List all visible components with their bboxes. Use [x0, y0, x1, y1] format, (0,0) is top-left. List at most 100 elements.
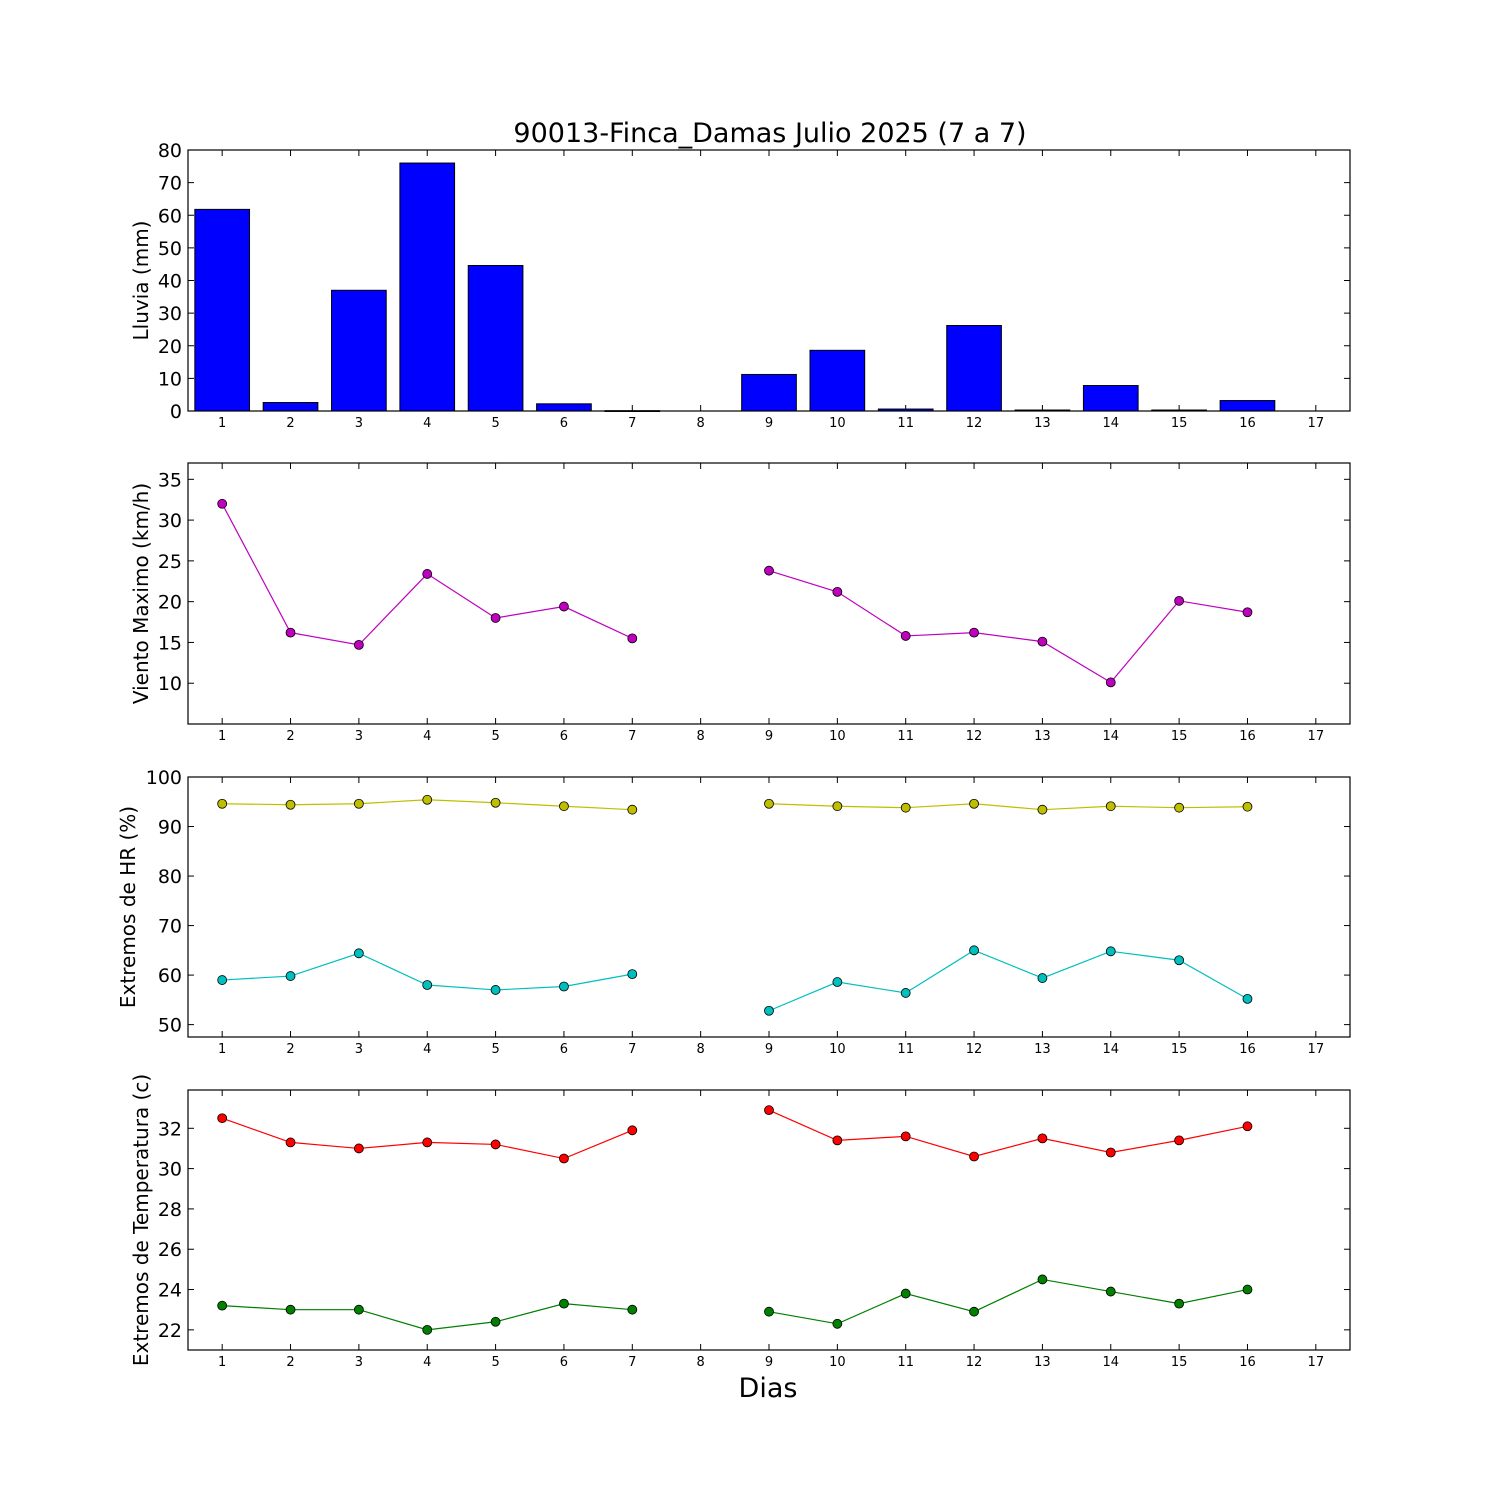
x-tick-label: 13: [1034, 1042, 1051, 1057]
x-tick-label: 1: [218, 1355, 226, 1370]
x-tick-label: 2: [286, 416, 294, 431]
data-point: [1105, 1147, 1116, 1158]
y-tick-label: 30: [158, 303, 182, 325]
x-tick-label: 12: [966, 1355, 983, 1370]
data-point: [1174, 1298, 1185, 1309]
x-tick-label: 9: [765, 729, 773, 744]
series-line: [768, 1278, 1248, 1325]
y-tick-label: 20: [158, 592, 182, 614]
y-tick-label: 26: [158, 1239, 182, 1261]
series-1: [194, 162, 1276, 412]
x-tick-label: 13: [1034, 1355, 1051, 1370]
data-point: [764, 1306, 774, 1317]
x-tick-label: 14: [1102, 729, 1119, 744]
y-tick-label: 35: [158, 469, 182, 491]
data-point: [353, 1143, 364, 1154]
data-point: [1037, 636, 1048, 647]
x-tick-label: 13: [1034, 729, 1051, 744]
x-tick-label: 13: [1034, 416, 1051, 431]
x-tick-label: 4: [423, 416, 431, 431]
data-point: [1037, 1274, 1048, 1285]
x-tick-label: 3: [355, 729, 363, 744]
series-line: [768, 803, 1248, 811]
x-tick-label: 12: [966, 1042, 983, 1057]
series-1: [217, 498, 1253, 688]
bar: [399, 162, 456, 412]
series-line: [768, 570, 1248, 684]
x-tick-label: 2: [286, 729, 294, 744]
y-tick-label: 70: [158, 916, 182, 938]
data-point: [764, 565, 774, 576]
x-tick-label: 1: [218, 729, 226, 744]
data-point: [217, 1300, 228, 1311]
data-point: [353, 639, 364, 650]
data-point: [217, 798, 228, 809]
data-point: [627, 1304, 638, 1315]
data-point: [422, 794, 433, 805]
x-tick-label: 14: [1102, 1042, 1119, 1057]
data-point: [1242, 993, 1253, 1004]
x-tick-label: 5: [491, 1042, 499, 1057]
x-tick-label: 3: [355, 416, 363, 431]
series-2: [217, 945, 1253, 1016]
x-tick-label: 15: [1171, 1042, 1188, 1057]
data-point: [969, 798, 979, 809]
x-tick-label: 10: [829, 416, 846, 431]
y-tick-label: 10: [158, 673, 182, 695]
x-axis-label: Dias: [739, 1373, 798, 1404]
x-tick-label: 10: [829, 1042, 846, 1057]
y-tick-label: 25: [158, 551, 182, 573]
data-point: [1105, 801, 1116, 812]
x-tick-label: 5: [491, 1355, 499, 1370]
x-tick-label: 10: [829, 1355, 846, 1370]
x-tick-label: 14: [1102, 1355, 1119, 1370]
x-tick-label: 4: [423, 729, 431, 744]
x-tick-label: 17: [1308, 1042, 1325, 1057]
data-point: [490, 1316, 501, 1327]
x-tick-label: 5: [491, 729, 499, 744]
data-point: [627, 1125, 638, 1136]
x-tick-label: 2: [286, 1355, 294, 1370]
x-tick-label: 15: [1171, 416, 1188, 431]
data-point: [627, 804, 638, 815]
x-tick-label: 16: [1239, 1042, 1256, 1057]
x-tick-label: 3: [355, 1355, 363, 1370]
data-point: [217, 975, 228, 985]
x-tick-label: 2: [286, 1042, 294, 1057]
x-tick-label: 16: [1239, 729, 1256, 744]
data-point: [1037, 973, 1048, 983]
bar: [1082, 385, 1139, 412]
bar: [809, 349, 866, 412]
data-point: [900, 631, 911, 641]
x-tick-label: 6: [560, 1042, 568, 1057]
data-point: [764, 798, 774, 809]
data-point: [832, 977, 843, 987]
data-point: [422, 980, 433, 990]
x-tick-label: 7: [628, 1355, 636, 1370]
y-tick-label: 100: [146, 767, 182, 789]
y-tick-label: 15: [158, 632, 182, 654]
y-tick-label: 80: [158, 140, 182, 162]
axes-frame: [187, 462, 1351, 725]
data-point: [1242, 607, 1253, 618]
data-point: [1105, 1286, 1116, 1297]
data-point: [900, 802, 911, 813]
x-tick-label: 8: [697, 1355, 705, 1370]
data-point: [490, 985, 501, 995]
y-tick-label: 30: [158, 510, 182, 532]
data-point: [353, 948, 364, 959]
data-point: [217, 1113, 228, 1124]
data-point: [832, 1318, 843, 1329]
y-tick-label: 24: [158, 1280, 182, 1302]
data-point: [832, 586, 843, 597]
y-tick-label: 28: [158, 1199, 182, 1221]
bar: [331, 289, 387, 412]
x-tick-label: 6: [560, 416, 568, 431]
data-point: [764, 1005, 774, 1016]
x-tick-label: 1: [218, 416, 226, 431]
